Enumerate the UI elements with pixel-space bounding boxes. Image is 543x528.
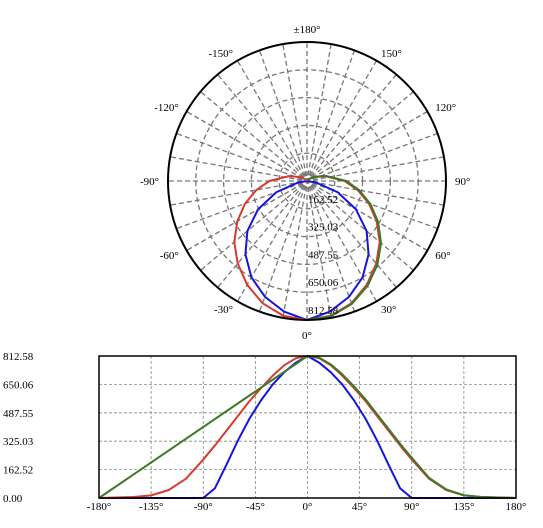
- polar-radial-label: 487.55: [308, 249, 339, 261]
- linear-series-line: [98, 355, 517, 499]
- polar-radial-label: 162.52: [308, 194, 338, 206]
- y-tick-label: 162.52: [3, 465, 33, 477]
- linear-y-labels: 812.58 650.06 487.55 325.03 162.52 0.00: [3, 351, 34, 505]
- y-tick-label: 325.03: [3, 436, 34, 448]
- polar-angle-label: 30°: [381, 304, 396, 316]
- linear-chart: 812.58 650.06 487.55 325.03 162.52 0.00 …: [3, 351, 526, 513]
- x-tick-label: 90°: [404, 501, 419, 513]
- polar-outline: [167, 41, 447, 321]
- polar-angle-label: -150°: [208, 48, 233, 60]
- polar-angle-label: 0°: [302, 330, 312, 342]
- linear-x-labels: -180° -135° -90° -45° 0° 45° 90° 135° 18…: [87, 501, 527, 513]
- x-tick-label: 0°: [303, 501, 313, 513]
- y-tick-label: 812.58: [3, 351, 34, 363]
- x-tick-label: -45°: [246, 501, 265, 513]
- polar-radial-label: 325.03: [308, 222, 339, 234]
- y-tick-label: 487.55: [3, 408, 34, 420]
- linear-plot-frame: [98, 355, 517, 499]
- polar-angle-label: -60°: [160, 250, 179, 262]
- polar-angle-label: 60°: [435, 250, 450, 262]
- polar-angle-labels: ±180° 150° 120° 90° 60° 30° 0° -30° -60°…: [140, 24, 470, 342]
- polar-angle-label: 150°: [381, 48, 402, 60]
- polar-chart: ±180° 150° 120° 90° 60° 30° 0° -30° -60°…: [140, 24, 470, 342]
- polar-grid-ring: [278, 152, 336, 210]
- x-tick-label: -135°: [139, 501, 164, 513]
- linear-grid: [99, 356, 516, 498]
- polar-angle-label: -30°: [214, 304, 233, 316]
- y-tick-label: 0.00: [3, 493, 23, 505]
- y-tick-label: 650.06: [3, 379, 34, 391]
- polar-radial-label: 650.06: [308, 277, 339, 289]
- polar-grid-ring: [222, 96, 392, 266]
- polar-radial-labels: 162.52 325.03 487.55 650.06 812.58: [308, 194, 339, 317]
- polar-angle-label: ±180°: [294, 24, 321, 36]
- polar-angle-label: -90°: [140, 176, 159, 188]
- polar-angle-label: 120°: [435, 102, 456, 114]
- x-tick-label: 45°: [352, 501, 367, 513]
- polar-series-line: [306, 174, 383, 321]
- x-tick-label: 135°: [453, 501, 474, 513]
- x-tick-label: -180°: [87, 501, 112, 513]
- x-tick-label: 180°: [506, 501, 527, 513]
- x-tick-label: -90°: [194, 501, 213, 513]
- polar-angle-label: 90°: [455, 176, 470, 188]
- polar-radial-label: 812.58: [308, 305, 339, 317]
- polar-angle-label: -120°: [154, 102, 179, 114]
